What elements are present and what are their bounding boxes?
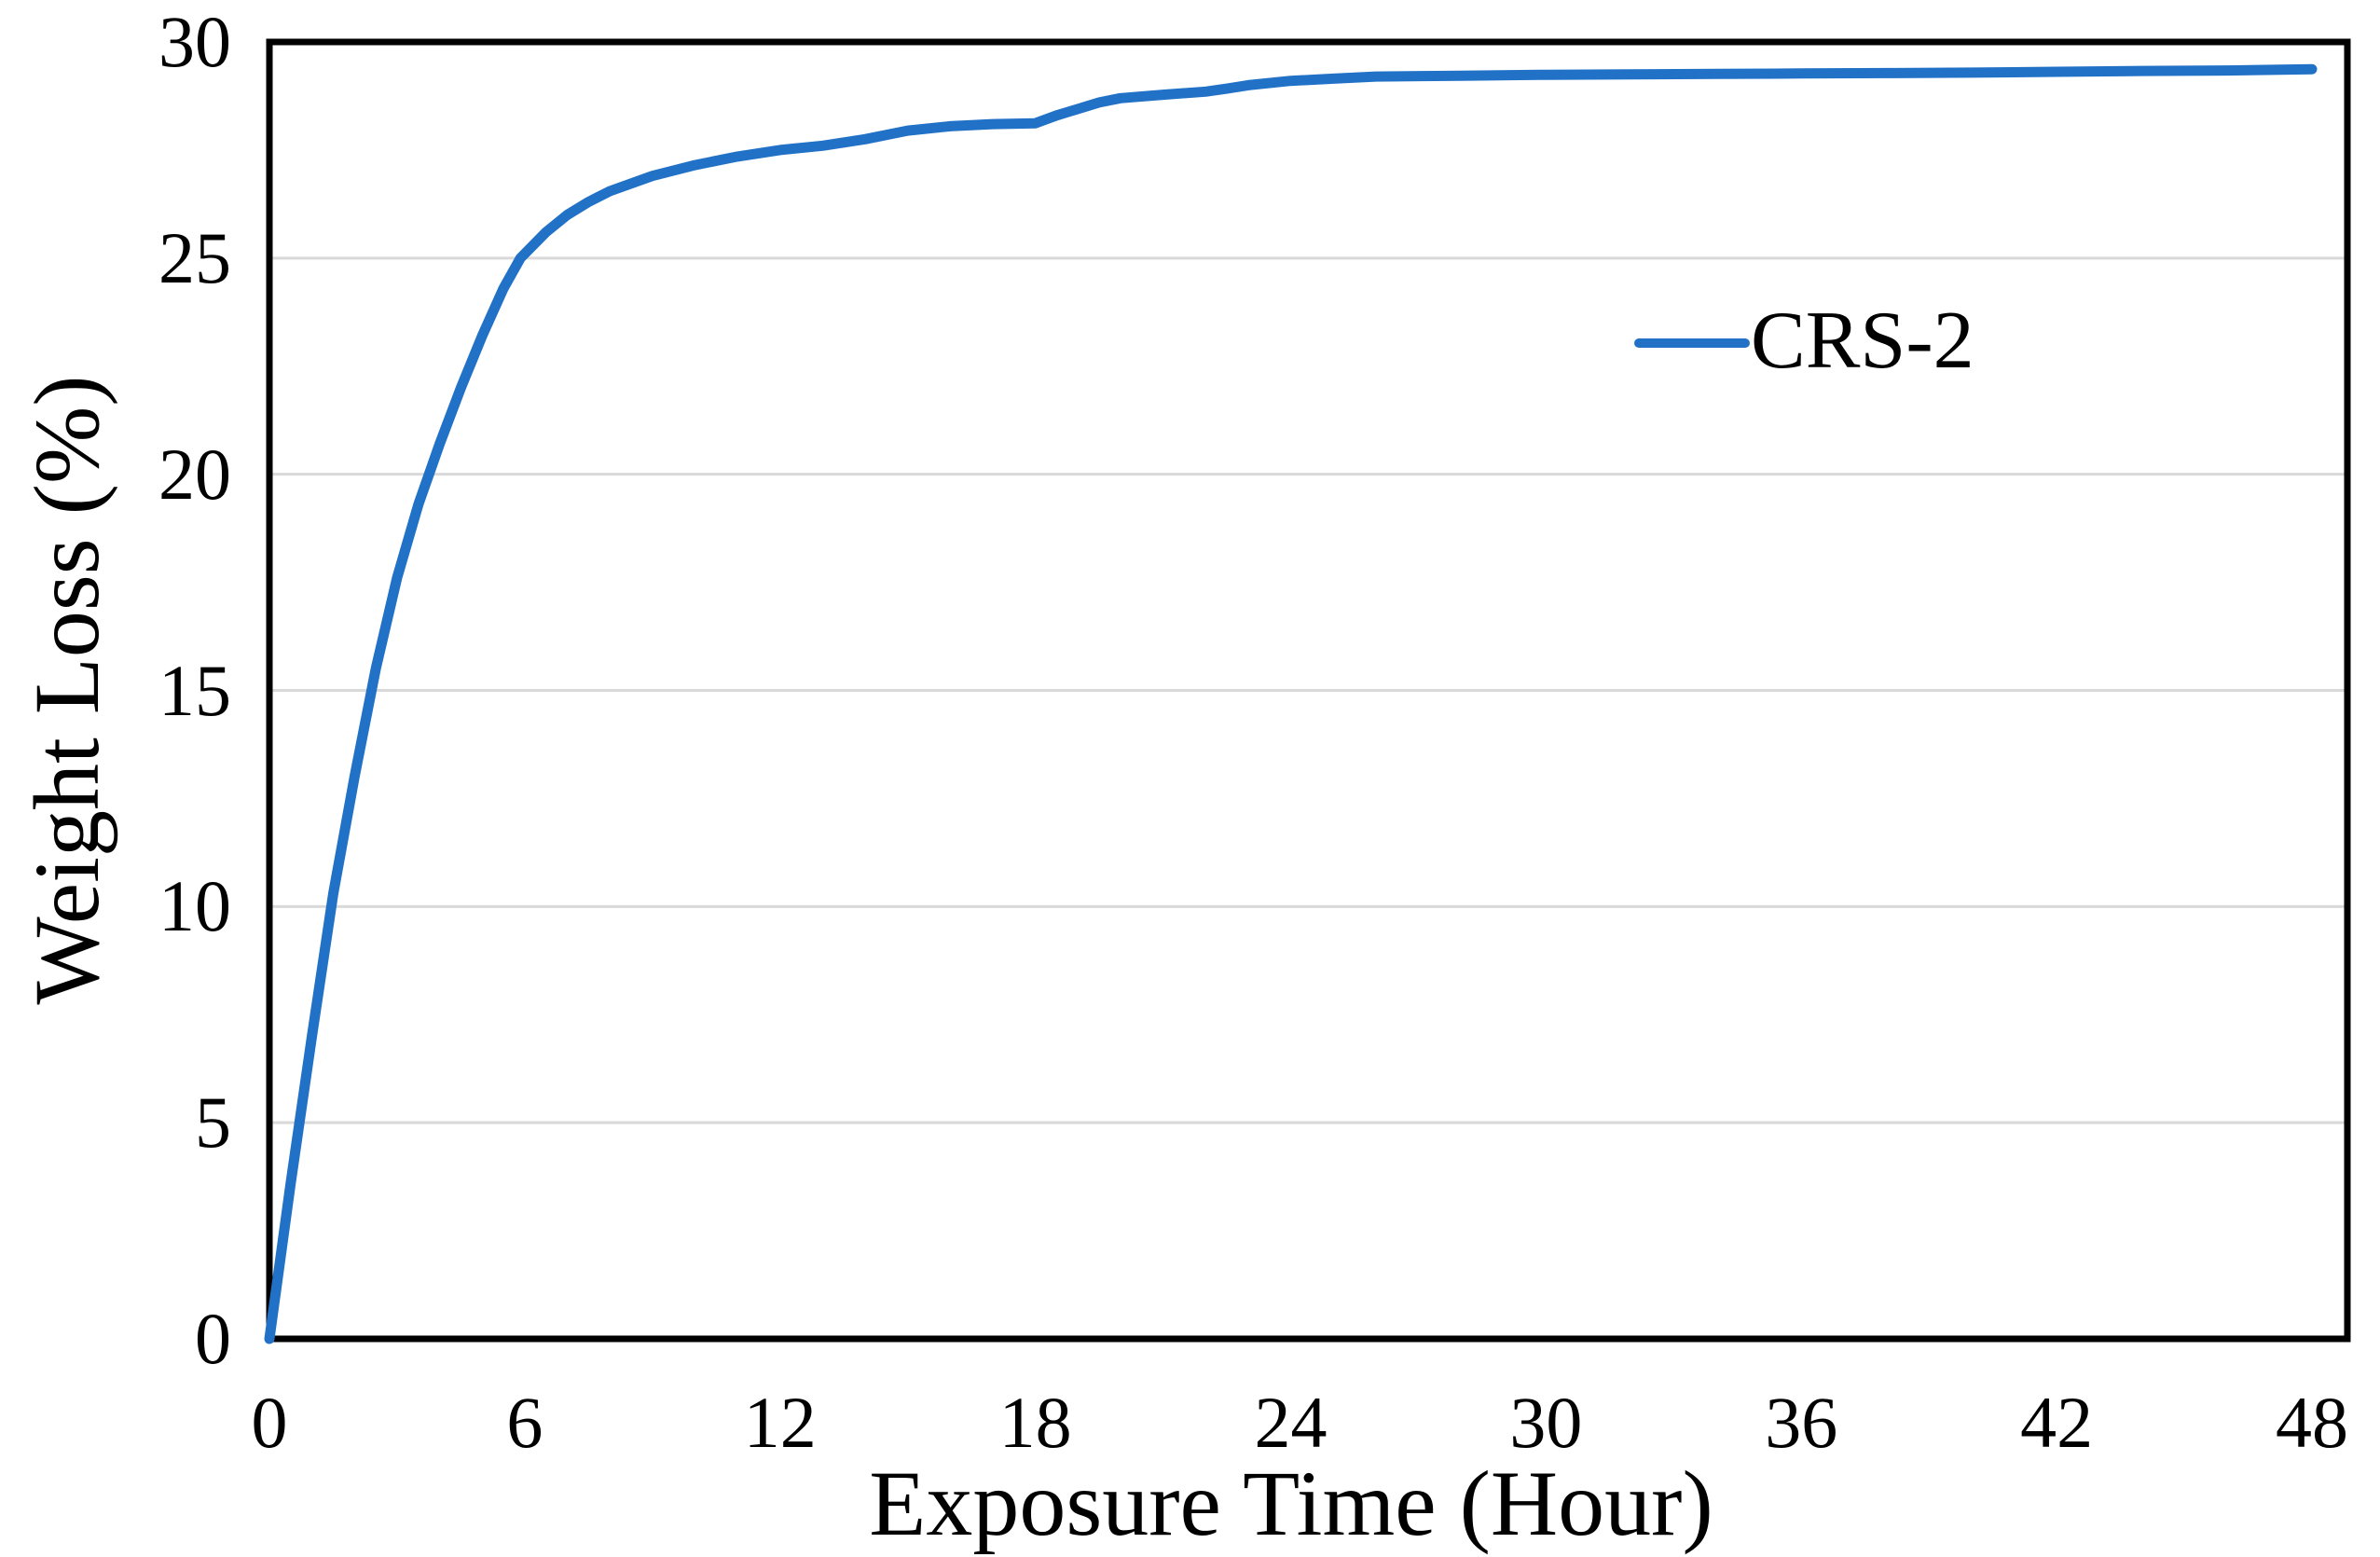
x-tick-label-30: 30	[1509, 1382, 1583, 1463]
y-axis-title: Weight Loss (%)	[15, 375, 118, 1005]
y-tick-label-15: 15	[158, 649, 231, 731]
x-tick-label-18: 18	[998, 1382, 1072, 1463]
legend-label-crs2: CRS-2	[1751, 296, 1974, 386]
x-tick-label-36: 36	[1765, 1382, 1838, 1463]
x-tick-label-12: 12	[743, 1382, 817, 1463]
gridlines	[269, 256, 2347, 1124]
x-tick-label-42: 42	[2020, 1382, 2094, 1463]
y-tick-label-25: 25	[158, 216, 231, 298]
x-axis-title: Exposure Time (Hour)	[869, 1452, 1713, 1555]
y-tick-label-20: 20	[158, 433, 231, 515]
series-line-crs2	[264, 63, 2318, 1344]
x-tick-label-48: 48	[2276, 1382, 2348, 1463]
y-tick-label-5: 5	[195, 1082, 231, 1164]
y-tick-label-0: 0	[195, 1298, 231, 1379]
plot-frame	[266, 38, 2351, 1343]
y-tick-label-10: 10	[158, 865, 231, 947]
x-tick-label-0: 0	[251, 1382, 288, 1463]
y-tick-label-30: 30	[158, 1, 231, 82]
x-tick-label-6: 6	[506, 1382, 543, 1463]
x-tick-label-24: 24	[1254, 1382, 1328, 1463]
